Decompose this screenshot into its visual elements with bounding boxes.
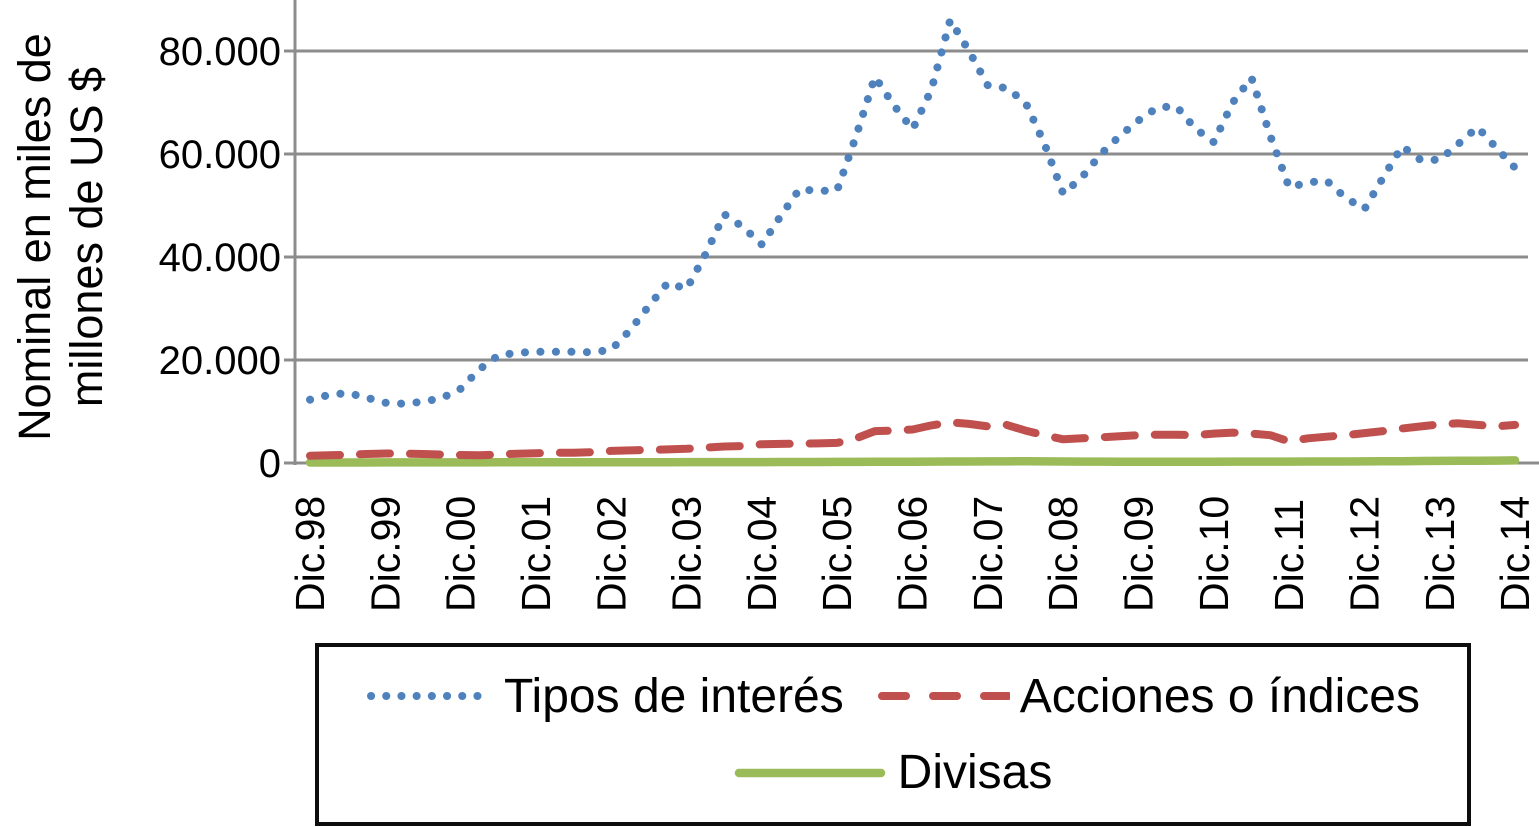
y-tick-label: 20.000 (159, 339, 281, 383)
x-tick-label: Dic.03 (664, 496, 710, 612)
series-solid-line (305, 456, 1520, 467)
legend-sample-acciones-icon (877, 692, 1010, 701)
legend-row-2: Divisas (319, 745, 1467, 800)
series-dashed-line (306, 418, 1520, 460)
x-tick-label: Dic.14 (1492, 496, 1538, 612)
legend-sample-divisas-icon (734, 768, 885, 778)
x-tick-label: Dic.98 (287, 496, 333, 612)
x-tick-label: Dic.13 (1417, 496, 1463, 612)
x-tick-label: Dic.04 (739, 496, 785, 612)
chart-svg: 0 20.000 40.000 60.000 80.000 Dic.98 Dic.99 Dic… (159, 0, 1539, 612)
x-tick-label: Dic.02 (588, 496, 634, 612)
y-tick-label: 0 (259, 442, 281, 486)
y-tick-label: 60.000 (159, 133, 281, 177)
y-tick-label: 80.000 (159, 30, 281, 74)
x-tick-label: Dic.01 (513, 496, 559, 612)
x-tick-label: Dic.06 (890, 496, 936, 612)
x-tick-label: Dic.09 (1116, 496, 1162, 612)
y-tick-label: 40.000 (159, 236, 281, 280)
legend: Tipos de interés Acciones o índices Divi… (315, 643, 1471, 826)
legend-label-acciones: Acciones o índices (1019, 669, 1420, 723)
series-dotted-line (306, 16, 1520, 408)
x-tick-label: Dic.11 (1266, 499, 1312, 612)
legend-label-tipos: Tipos de interés (504, 669, 844, 723)
x-tick-label: Dic.99 (362, 496, 408, 612)
x-tick-label: Dic.12 (1341, 496, 1387, 612)
x-tick-label: Dic.07 (965, 496, 1011, 612)
x-tick-label: Dic.05 (814, 496, 860, 612)
legend-sample-tipos-icon (367, 692, 495, 701)
x-tick-label: Dic.00 (438, 496, 484, 612)
legend-row-1: Tipos de interés Acciones o índices (319, 669, 1467, 724)
x-tick-label: Dic.08 (1040, 496, 1086, 612)
legend-label-divisas: Divisas (897, 746, 1053, 800)
x-tick-label: Dic.10 (1191, 496, 1237, 612)
